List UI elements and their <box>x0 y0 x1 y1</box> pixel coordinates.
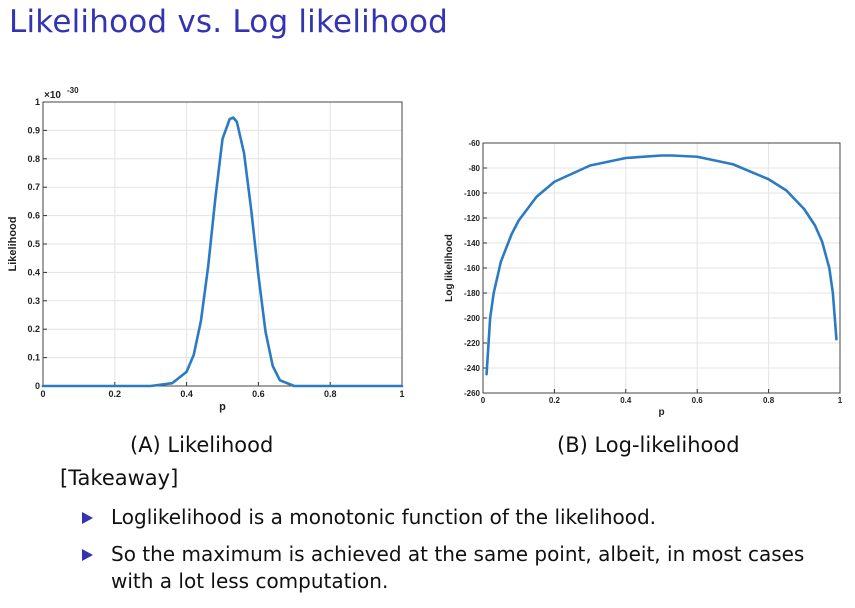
y-tick-label: 0 <box>35 381 40 391</box>
triangle-bullet-icon <box>82 512 93 524</box>
plot-area-frame <box>42 101 403 387</box>
y-tick-label: -200 <box>464 314 481 323</box>
y-tick-label: -60 <box>468 139 480 148</box>
y-axis-title: Log likelihood <box>444 234 455 302</box>
x-tick-label: 0 <box>481 396 486 405</box>
y-tick-label: 0.7 <box>27 182 40 192</box>
caption-likelihood: (A) Likelihood <box>130 433 274 457</box>
bullet-text: Loglikelihood is a monotonic function of… <box>111 505 657 529</box>
y-tick-label: 1 <box>35 97 40 107</box>
series-line <box>485 154 838 376</box>
x-tick-label: 0 <box>40 389 45 399</box>
y-tick-label: -260 <box>464 389 481 398</box>
x-axis-title: p <box>658 407 664 418</box>
y-tick-label: -220 <box>464 339 481 348</box>
x-tick-label: 0.4 <box>180 389 193 399</box>
x-tick-label: 0.2 <box>109 389 122 399</box>
plot-area-frame <box>482 142 841 394</box>
y-tick-label: -160 <box>464 264 481 273</box>
x-tick-label: 0.6 <box>692 396 704 405</box>
takeaway-label: [Takeaway] <box>60 466 179 490</box>
takeaway-list: Loglikelihood is a monotonic function of… <box>82 504 842 605</box>
y-tick-label: 0.5 <box>27 239 40 249</box>
caption-log-likelihood: (B) Log-likelihood <box>557 433 740 457</box>
y-tick-label: 0.3 <box>27 296 40 306</box>
y-tick-label: -140 <box>464 239 481 248</box>
x-tick-label: 1 <box>838 396 843 405</box>
bullet-item: Loglikelihood is a monotonic function of… <box>82 504 842 531</box>
axis-exponent-label: ×10 <box>44 90 61 101</box>
y-tick-label: 0.1 <box>27 353 40 363</box>
slide-title: Likelihood vs. Log likelihood <box>9 4 448 40</box>
bullet-text: So the maximum is achieved at the same p… <box>111 542 805 593</box>
y-axis-title: Likelihood <box>7 217 19 272</box>
y-tick-label: -100 <box>464 189 481 198</box>
x-tick-label: 0.8 <box>324 389 337 399</box>
log-likelihood-chart: 0 0.2 0.4 0.6 0.8 1 -60 -80 -100 -120 -140 -160 -180… <box>444 139 843 418</box>
x-tick-label: 1 <box>399 389 404 399</box>
x-tick-label: 0.4 <box>620 396 632 405</box>
axis-exponent-power: -30 <box>67 86 79 95</box>
bullet-item: So the maximum is achieved at the same p… <box>82 541 842 595</box>
y-tick-label: -120 <box>464 214 481 223</box>
y-tick-label: 0.4 <box>27 267 40 277</box>
y-tick-label: 0.6 <box>27 211 40 221</box>
y-tick-label: -80 <box>468 164 480 173</box>
y-tick-label: -180 <box>464 289 481 298</box>
series-line <box>41 116 404 388</box>
y-tick-label: 0.9 <box>27 125 40 135</box>
y-tick-label: 0.2 <box>27 324 40 334</box>
triangle-bullet-icon <box>82 549 93 561</box>
x-axis-title: p <box>219 401 226 413</box>
y-tick-label: 0.8 <box>27 154 40 164</box>
likelihood-chart: 0 0.2 0.4 0.6 0.8 1 0 0.1 0.2 0.3 0.4 0.5 0.6 0.7 0.8 0… <box>7 86 405 413</box>
x-tick-label: 0.8 <box>763 396 775 405</box>
x-tick-label: 0.2 <box>549 396 561 405</box>
y-tick-label: -240 <box>464 364 481 373</box>
x-tick-label: 0.6 <box>252 389 265 399</box>
